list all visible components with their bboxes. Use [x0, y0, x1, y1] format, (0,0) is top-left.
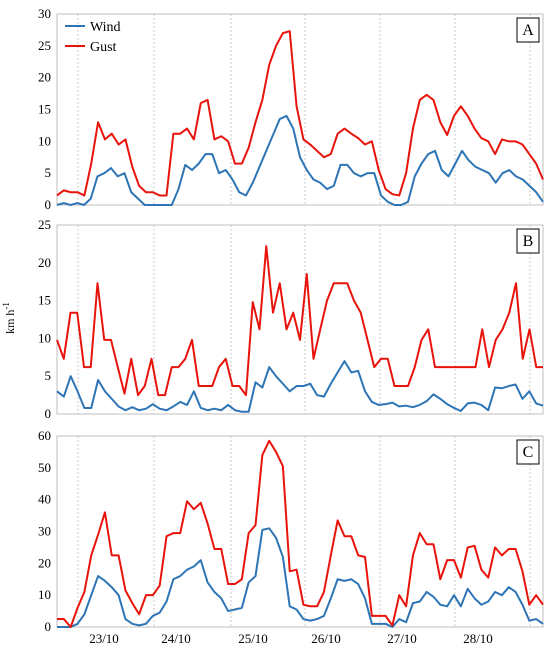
x-tick-label: 24/10 — [161, 631, 191, 646]
panel-tag-label: B — [523, 233, 534, 250]
y-tick-label: 50 — [38, 460, 51, 475]
y-tick-label: 15 — [38, 102, 51, 117]
series-line-gust — [56, 245, 543, 397]
y-tick-label: 15 — [38, 293, 51, 308]
panel-a: 0 5 10 15 20 25 30 A Wind Gust — [38, 6, 544, 212]
series-line-gust — [57, 439, 544, 628]
panel-c: 0 10 20 30 40 50 60 C — [38, 428, 544, 634]
y-axis-label: km h-1 — [1, 302, 17, 334]
x-tick-label: 27/10 — [387, 631, 417, 646]
legend-label-wind: Wind — [90, 20, 121, 35]
series-line-wind — [56, 360, 544, 413]
y-tick-label: 0 — [45, 197, 52, 212]
x-tick-label: 23/10 — [89, 631, 119, 646]
y-tick-label: 5 — [45, 165, 52, 180]
y-axis-label-superscript: -1 — [1, 302, 11, 310]
panel-frame — [56, 224, 544, 415]
y-tick-label: 20 — [38, 70, 51, 85]
y-tick-label: 60 — [38, 428, 51, 443]
panel-tag-label: A — [522, 22, 534, 39]
y-tick-label: 0 — [45, 406, 52, 421]
y-tick-label: 20 — [38, 255, 51, 270]
y-axis-label-unit: km h — [3, 310, 17, 334]
x-axis-labels: 23/10 24/10 25/10 26/10 27/10 28/10 — [89, 631, 493, 646]
y-tick-label: 10 — [38, 133, 51, 148]
x-tick-label: 26/10 — [311, 631, 341, 646]
chart-panels: 0 5 10 15 20 25 30 A Wind Gust 0 5 10 15 20 25 B 0 10 20 30 4… — [38, 6, 544, 634]
series-line-wind — [57, 527, 544, 628]
panel-frame — [56, 13, 544, 206]
y-tick-label: 25 — [38, 38, 51, 53]
x-tick-label: 28/10 — [463, 631, 493, 646]
y-tick-label: 10 — [38, 330, 51, 345]
y-tick-label: 5 — [45, 368, 52, 383]
panel-tag-box — [516, 228, 540, 254]
x-tick-label: 25/10 — [238, 631, 268, 646]
y-tick-label: 25 — [38, 217, 51, 232]
panel-tag-label: C — [523, 444, 534, 461]
y-tick-label: 30 — [38, 524, 51, 539]
series-line-wind — [56, 114, 544, 206]
y-tick-label: 20 — [38, 555, 51, 570]
y-tick-label: 40 — [38, 492, 51, 507]
legend-label-gust: Gust — [90, 40, 117, 55]
y-tick-label: 0 — [45, 619, 52, 634]
y-tick-label: 30 — [38, 6, 51, 21]
panel-frame — [56, 435, 544, 628]
legend: Wind Gust — [65, 20, 121, 55]
y-tick-label: 10 — [38, 587, 51, 602]
panel-tag-box — [516, 17, 540, 43]
series-line-gust — [56, 30, 544, 197]
panel-b: 0 5 10 15 20 25 B — [38, 217, 544, 421]
panel-tag-box — [516, 439, 540, 465]
